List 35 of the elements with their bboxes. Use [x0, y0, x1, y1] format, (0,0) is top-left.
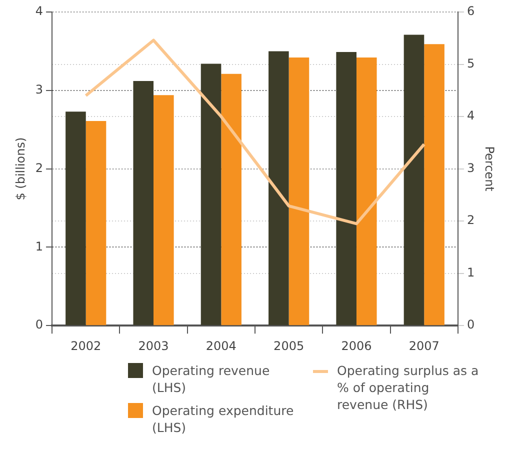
- y2-tick-label: 2: [466, 213, 475, 228]
- y-tick-label: 3: [35, 82, 44, 97]
- y2-tick-label: 6: [466, 4, 475, 18]
- bar: [268, 51, 289, 326]
- bar: [154, 95, 174, 326]
- x-tick-label: 2007: [408, 338, 440, 353]
- x-tick-label: 2006: [341, 338, 372, 353]
- bar: [133, 80, 154, 326]
- y-axis-title: $ (billions): [13, 137, 28, 200]
- bar: [200, 64, 222, 326]
- y2-tick-label: 0: [466, 318, 475, 332]
- x-tick-label: 2005: [274, 338, 304, 353]
- bar: [424, 44, 444, 326]
- legend-label: Operating revenue (LHS): [152, 362, 271, 396]
- bar: [404, 34, 424, 326]
- legend-label: Operating surplus as a % of operating revenue (RHS): [337, 362, 480, 413]
- bar: [86, 120, 106, 326]
- y2-tick-label: 4: [466, 108, 475, 123]
- y-tick-label: 1: [35, 239, 44, 254]
- bar: [288, 57, 310, 326]
- legend-label: Operating expenditure (LHS): [152, 402, 295, 436]
- x-tick-label: 2003: [138, 338, 169, 353]
- x-tick-label: 2004: [206, 338, 236, 353]
- y2-tick-label: 5: [466, 56, 475, 70]
- x-tick-label: 2002: [70, 338, 102, 353]
- bar: [221, 74, 242, 326]
- y2-tick-label: 1: [466, 265, 475, 280]
- bar: [66, 112, 86, 326]
- bar: [356, 57, 377, 326]
- bar: [336, 52, 356, 326]
- y-tick-label: 2: [35, 160, 44, 175]
- y-tick-label: 4: [35, 4, 44, 18]
- y2-tick-label: 3: [466, 160, 475, 175]
- y2-axis-title: Percent: [482, 146, 497, 192]
- y-tick-label: 0: [35, 318, 44, 332]
